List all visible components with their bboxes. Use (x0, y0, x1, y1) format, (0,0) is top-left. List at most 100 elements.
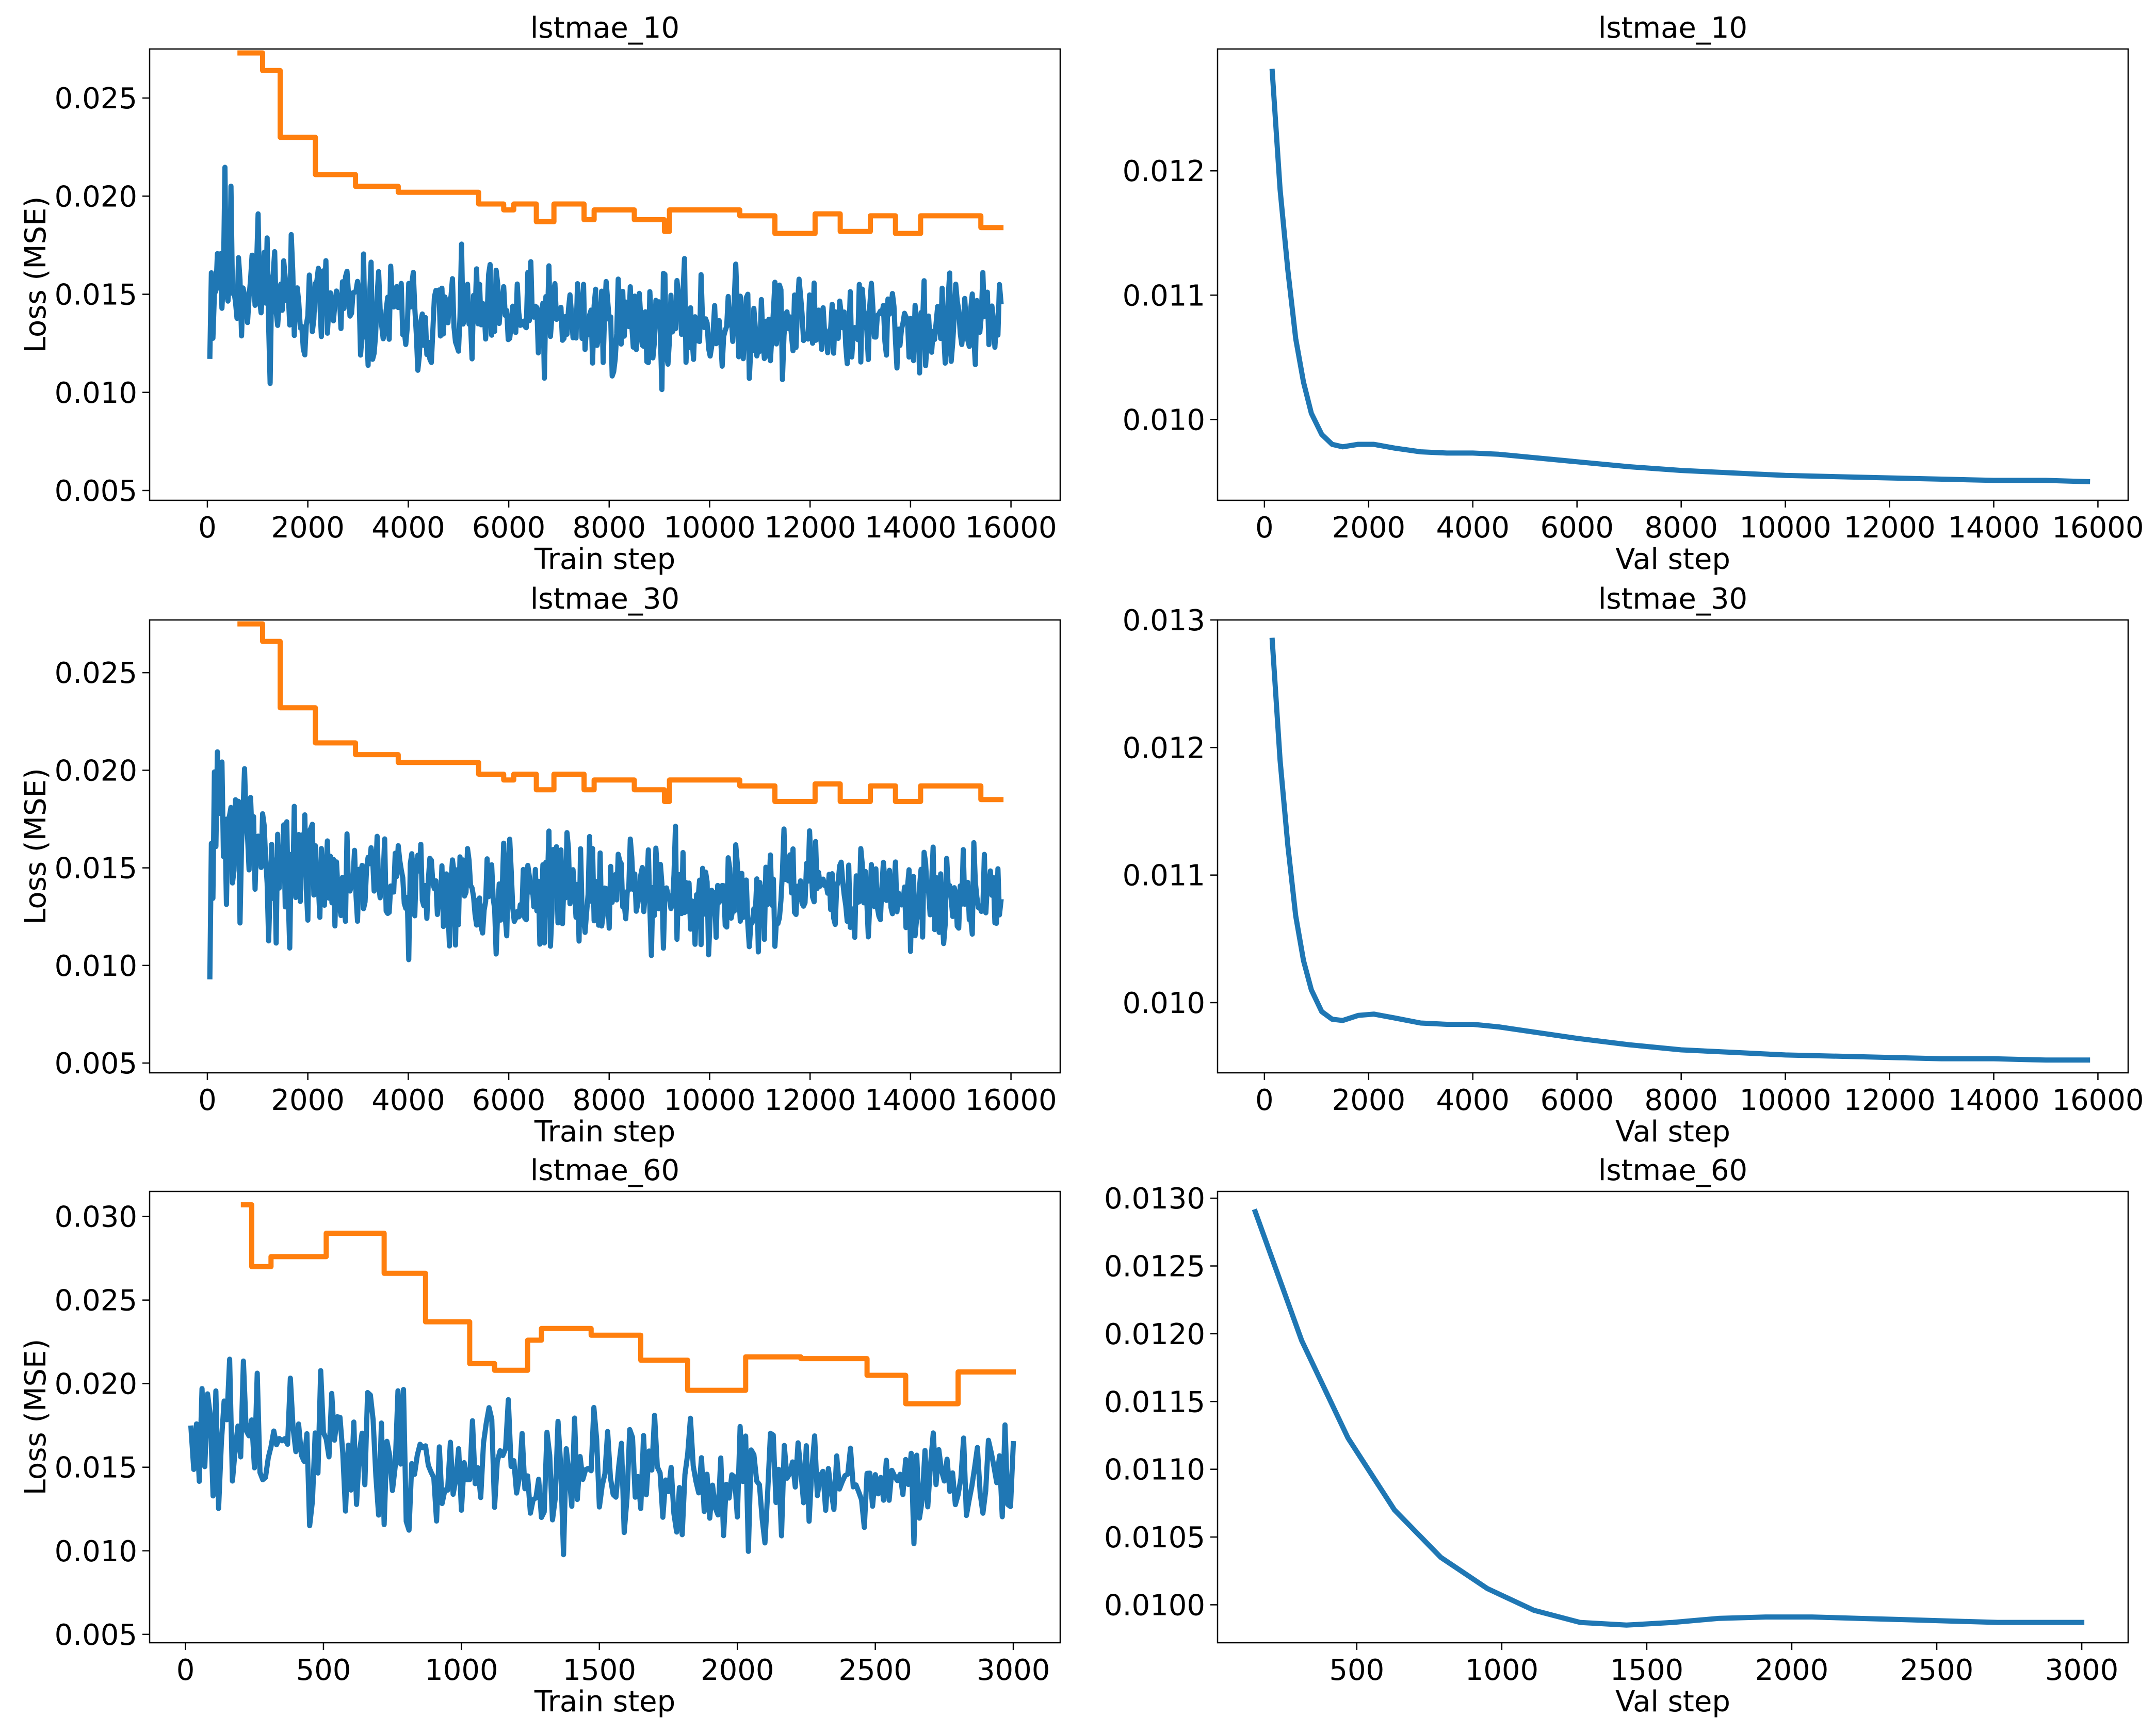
x-tick-label: 8000 (573, 1084, 646, 1117)
subplot-title: lstmae_60 (1598, 1154, 1747, 1187)
x-axis-label: Train step (534, 1115, 675, 1149)
x-tick-label: 2000 (271, 1084, 345, 1117)
y-tick-label: 0.015 (55, 852, 137, 886)
x-tick-label: 2000 (1332, 1084, 1406, 1117)
y-tick-label: 0.012 (1123, 155, 1205, 188)
subplot-1: 0 2000 4000 6000 8000 10000 12000 14000 16000 0.0… (19, 11, 1061, 576)
subplot-3: 0 2000 4000 6000 8000 10000 12000 14000 16000 0.0… (19, 582, 1061, 1149)
x-tick-label: 3000 (977, 1654, 1050, 1687)
x-tick-label: 1000 (425, 1654, 498, 1687)
train-series-line (207, 749, 1004, 979)
y-tick-label: 0.020 (55, 1368, 137, 1401)
x-tick-label: 8000 (1644, 511, 1718, 545)
x-tick-label: 4000 (371, 511, 445, 545)
x-tick-label: 6000 (1540, 511, 1614, 545)
max-series-line (237, 50, 1004, 236)
x-tick-label: 2000 (1755, 1654, 1829, 1687)
y-axis-label: Loss (MSE) (19, 1339, 53, 1496)
subplot-4: 0 2000 4000 6000 8000 10000 12000 14000 16000 0.0… (1123, 582, 2144, 1149)
y-tick-label: 0.010 (55, 950, 137, 983)
val-series-line (1252, 1208, 2085, 1628)
x-tick-label: 4000 (1436, 511, 1510, 545)
x-tick-label: 10000 (663, 511, 755, 545)
x-tick-label: 1500 (563, 1654, 637, 1687)
y-tick-label: 0.0100 (1104, 1589, 1205, 1622)
subplot-title: lstmae_30 (1598, 582, 1747, 616)
x-tick-label: 3000 (2045, 1654, 2119, 1687)
x-tick-label: 6000 (1540, 1084, 1614, 1117)
x-tick-label: 6000 (472, 511, 546, 545)
y-tick-label: 0.0125 (1104, 1250, 1205, 1284)
y-tick-label: 0.010 (1123, 403, 1205, 437)
y-tick-label: 0.0115 (1104, 1385, 1205, 1419)
y-tick-label: 0.010 (1123, 987, 1205, 1020)
y-tick-label: 0.025 (55, 657, 137, 690)
y-tick-label: 0.015 (55, 279, 137, 312)
y-tick-label: 0.015 (55, 1451, 137, 1485)
subplot-title: lstmae_60 (530, 1154, 679, 1187)
x-tick-label: 16000 (2052, 511, 2144, 545)
x-tick-label: 10000 (1740, 1084, 1831, 1117)
x-tick-label: 1500 (1610, 1654, 1684, 1687)
x-tick-label: 8000 (573, 511, 646, 545)
train-series-line (207, 165, 1004, 393)
y-tick-label: 0.020 (55, 754, 137, 788)
subplot-title: lstmae_10 (530, 11, 679, 45)
y-tick-label: 0.011 (1123, 859, 1205, 893)
x-tick-label: 2500 (1900, 1654, 1974, 1687)
y-tick-label: 0.005 (55, 1047, 137, 1081)
y-tick-label: 0.0110 (1104, 1453, 1205, 1487)
max-series-line (240, 1202, 1016, 1407)
y-tick-label: 0.010 (55, 1535, 137, 1568)
x-tick-label: 0 (198, 511, 217, 545)
x-tick-label: 2000 (271, 511, 345, 545)
axes-frame (149, 619, 1061, 1074)
x-axis-label: Val step (1615, 1115, 1730, 1149)
x-tick-label: 500 (296, 1654, 351, 1687)
axes-frame (1217, 48, 2129, 501)
x-tick-label: 14000 (1948, 511, 2039, 545)
x-axis-label: Train step (534, 1685, 675, 1719)
x-tick-label: 14000 (865, 511, 957, 545)
x-tick-label: 12000 (1843, 1084, 1935, 1117)
x-tick-label: 500 (1329, 1654, 1384, 1687)
x-tick-label: 6000 (472, 1084, 546, 1117)
x-tick-label: 16000 (965, 1084, 1057, 1117)
y-tick-label: 0.005 (55, 1618, 137, 1652)
y-axis-label: Loss (MSE) (19, 768, 53, 925)
y-tick-label: 0.0105 (1104, 1521, 1205, 1555)
y-tick-label: 0.012 (1123, 731, 1205, 765)
y-tick-label: 0.011 (1123, 279, 1205, 313)
subplot-2: 0 2000 4000 6000 8000 10000 12000 14000 16000 0.0… (1123, 11, 2144, 576)
val-series-line (1269, 69, 2090, 484)
axes-frame (1217, 619, 2129, 1074)
x-axis-label: Train step (534, 543, 675, 576)
x-tick-label: 16000 (965, 511, 1057, 545)
x-tick-label: 8000 (1644, 1084, 1718, 1117)
x-tick-label: 2500 (838, 1654, 912, 1687)
y-tick-label: 0.010 (55, 377, 137, 410)
y-tick-label: 0.030 (55, 1201, 137, 1234)
subplot-title: lstmae_30 (530, 582, 679, 616)
max-series-line (237, 621, 1004, 804)
x-tick-label: 10000 (1740, 511, 1831, 545)
x-tick-label: 2000 (701, 1654, 774, 1687)
x-tick-label: 10000 (663, 1084, 755, 1117)
y-tick-label: 0.013 (1123, 604, 1205, 637)
x-tick-label: 0 (176, 1654, 195, 1687)
val-series-line (1269, 637, 2090, 1063)
y-tick-label: 0.0120 (1104, 1318, 1205, 1351)
y-tick-label: 0.020 (55, 180, 137, 214)
x-tick-label: 2000 (1332, 511, 1406, 545)
train-series-line (188, 1356, 1016, 1558)
y-axis-label: Loss (MSE) (19, 197, 53, 353)
subplot-6: 500 1000 1500 2000 2500 3000 0.0100 0.0105 0.011… (1104, 1154, 2129, 1719)
x-tick-label: 12000 (764, 511, 856, 545)
x-tick-label: 16000 (2052, 1084, 2144, 1117)
x-tick-label: 0 (1255, 511, 1274, 545)
x-axis-label: Val step (1615, 543, 1730, 576)
axes-frame (149, 48, 1061, 501)
x-tick-label: 0 (198, 1084, 217, 1117)
x-tick-label: 1000 (1465, 1654, 1539, 1687)
